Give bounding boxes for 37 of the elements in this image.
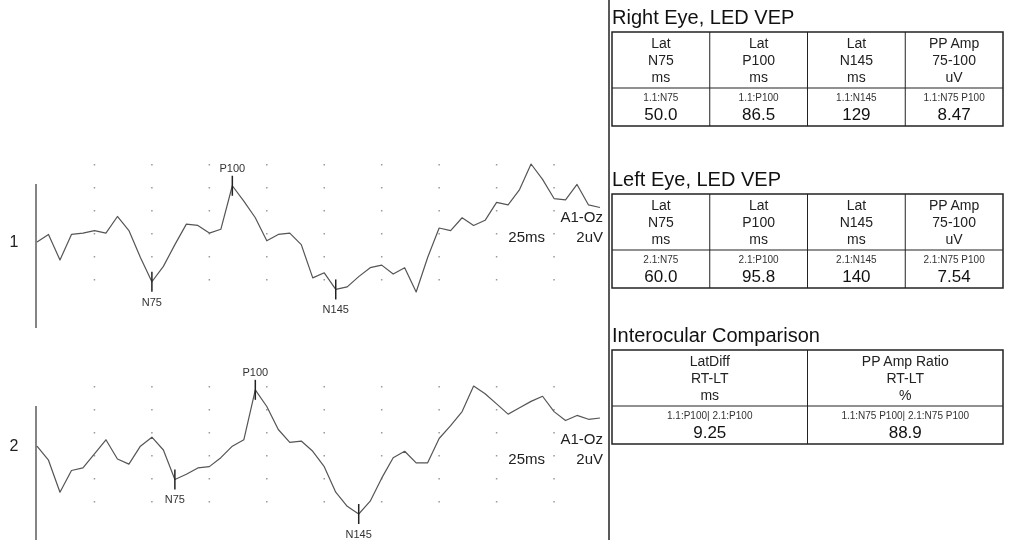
text: 1.1:P100| 2.1:P100 9.25 bbox=[667, 410, 753, 442]
annotation: 2uV bbox=[576, 228, 603, 245]
text: 1.1:N75 P100| 2.1:N75 P100 88.9 bbox=[841, 410, 970, 442]
text: 2.1:P100 95.8 bbox=[738, 254, 780, 286]
annotation: 25ms bbox=[508, 450, 545, 467]
annotation: N75 bbox=[141, 295, 162, 308]
text: PP Amp 75-100 uV bbox=[928, 197, 980, 247]
annotation: P100 bbox=[242, 365, 269, 378]
annotation: A1-Oz bbox=[560, 430, 603, 447]
text: Lat N75 ms bbox=[648, 197, 674, 247]
text: 1.1:N75 P100 8.47 bbox=[923, 92, 986, 124]
text: Lat P100 ms bbox=[742, 197, 776, 247]
text: 2.1:N75 P100 7.54 bbox=[923, 254, 986, 286]
text: 1.1:P100 86.5 bbox=[738, 92, 780, 124]
text: PP Amp 75-100 uV bbox=[928, 35, 980, 85]
text: Lat P100 ms bbox=[742, 35, 776, 85]
text: 2.1:N145 140 bbox=[836, 254, 878, 286]
annotation: N145 bbox=[322, 303, 349, 316]
text: 2 bbox=[9, 437, 19, 455]
text: Lat N75 ms bbox=[648, 35, 674, 85]
annotation: P100 bbox=[219, 161, 246, 174]
text: 2.1:N75 60.0 bbox=[643, 254, 679, 286]
text: Left Eye, LED VEP bbox=[612, 168, 781, 190]
text: LatDiff RT-LT ms bbox=[689, 353, 730, 403]
text: Interocular Comparison bbox=[612, 324, 820, 346]
text: 1.1:N75 50.0 bbox=[643, 92, 679, 124]
annotation: 25ms bbox=[508, 228, 545, 245]
text: Lat N145 ms bbox=[839, 35, 874, 85]
text: 1 bbox=[9, 233, 19, 251]
annotation: A1-Oz bbox=[560, 208, 603, 225]
text: PP Amp Ratio RT-LT % bbox=[861, 353, 949, 403]
text: Lat N145 ms bbox=[839, 197, 874, 247]
annotation: 2uV bbox=[576, 450, 603, 467]
text: Right Eye, LED VEP bbox=[612, 6, 795, 28]
annotation: N75 bbox=[164, 493, 185, 506]
text: 1.1:N145 129 bbox=[836, 92, 878, 124]
annotation: N145 bbox=[345, 528, 372, 540]
